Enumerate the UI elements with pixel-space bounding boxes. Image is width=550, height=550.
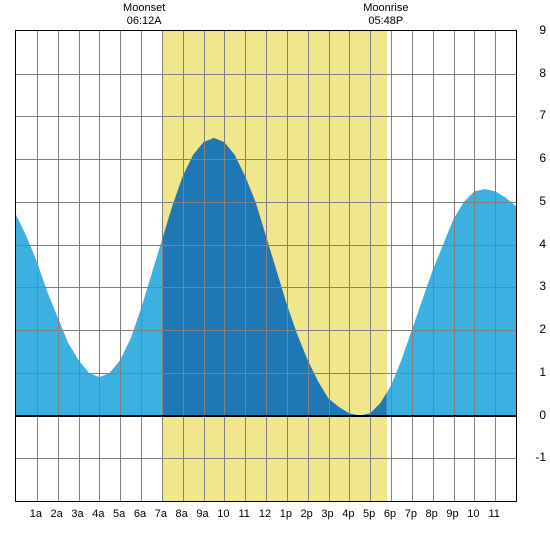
y-tick-label: 1 <box>539 365 546 379</box>
gridline-h <box>16 287 516 288</box>
gridline-v <box>474 31 475 501</box>
gridline-v <box>266 31 267 501</box>
gridline-v <box>370 31 371 501</box>
x-tick-label: 2a <box>51 508 63 520</box>
y-tick-label: 5 <box>539 194 546 208</box>
x-tick-label: 4p <box>342 508 354 520</box>
y-tick-label: 3 <box>539 279 546 293</box>
y-tick-label: 6 <box>539 151 546 165</box>
zero-line <box>16 415 516 417</box>
gridline-h <box>16 74 516 75</box>
y-tick-label: 8 <box>539 66 546 80</box>
x-tick-label: 4a <box>92 508 104 520</box>
gridline-h <box>16 373 516 374</box>
gridline-h <box>16 116 516 117</box>
x-tick-label: 6a <box>134 508 146 520</box>
x-tick-label: 1a <box>30 508 42 520</box>
moon-event-label: Moonset06:12A <box>123 2 165 28</box>
gridline-v <box>162 31 163 501</box>
x-tick-label: 8p <box>426 508 438 520</box>
gridline-v <box>79 31 80 501</box>
x-tick-label: 3p <box>321 508 333 520</box>
gridline-h <box>16 458 516 459</box>
x-tick-label: 3a <box>71 508 83 520</box>
y-tick-label: 9 <box>539 23 546 37</box>
x-tick-label: 9p <box>446 508 458 520</box>
gridline-v <box>58 31 59 501</box>
plot-area <box>15 30 517 502</box>
x-tick-label: 2p <box>301 508 313 520</box>
y-tick-label: 4 <box>539 237 546 251</box>
x-tick-label: 11 <box>488 508 499 520</box>
y-tick-label: -1 <box>535 450 546 464</box>
gridline-v <box>391 31 392 501</box>
gridline-h <box>16 245 516 246</box>
y-tick-label: 0 <box>539 408 546 422</box>
gridline-h <box>16 202 516 203</box>
gridline-v <box>141 31 142 501</box>
gridline-v <box>204 31 205 501</box>
x-tick-label: 7a <box>155 508 167 520</box>
gridline-v <box>412 31 413 501</box>
y-tick-label: 2 <box>539 322 546 336</box>
gridline-v <box>454 31 455 501</box>
x-tick-label: 10 <box>217 508 229 520</box>
gridline-v <box>183 31 184 501</box>
gridline-h <box>16 159 516 160</box>
gridline-h <box>16 330 516 331</box>
gridline-v <box>308 31 309 501</box>
gridline-v <box>224 31 225 501</box>
y-tick-label: 7 <box>539 108 546 122</box>
gridline-v <box>287 31 288 501</box>
x-tick-label: 5p <box>363 508 375 520</box>
gridline-v <box>120 31 121 501</box>
gridline-v <box>329 31 330 501</box>
moon-event-label: Moonrise05:48P <box>363 2 408 28</box>
x-tick-label: 7p <box>405 508 417 520</box>
gridline-v <box>37 31 38 501</box>
gridline-v <box>245 31 246 501</box>
gridline-v <box>433 31 434 501</box>
gridline-v <box>99 31 100 501</box>
gridline-v <box>349 31 350 501</box>
x-tick-label: 6p <box>384 508 396 520</box>
x-tick-label: 8a <box>176 508 188 520</box>
x-tick-label: 1p <box>280 508 292 520</box>
x-tick-label: 11 <box>238 508 249 520</box>
tide-chart: -101234567891a2a3a4a5a6a7a8a9a1011121p2p… <box>0 0 550 550</box>
gridline-v <box>495 31 496 501</box>
x-tick-label: 10 <box>467 508 479 520</box>
x-tick-label: 12 <box>259 508 271 520</box>
x-tick-label: 9a <box>196 508 208 520</box>
x-tick-label: 5a <box>113 508 125 520</box>
